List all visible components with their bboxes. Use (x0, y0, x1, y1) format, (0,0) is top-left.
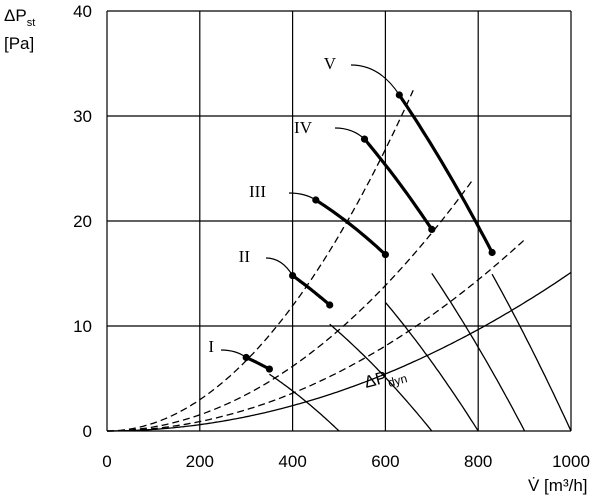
dynamic-pressure-label-sub: dyn (386, 371, 408, 390)
leader-line-II (265, 257, 294, 276)
system-curves (107, 90, 572, 432)
operating-point (381, 251, 389, 259)
y-tick-label: 10 (73, 317, 92, 336)
operating-point (428, 225, 436, 233)
curve-label-II: II (239, 247, 251, 266)
operating-segment-IV (362, 137, 434, 231)
x-tick-label: 800 (464, 452, 492, 471)
fan-curve-IV (431, 273, 526, 432)
x-tick-label: 200 (186, 452, 214, 471)
y-tick-label: 20 (73, 212, 92, 231)
leader-line-III (288, 192, 317, 201)
operating-point (265, 365, 273, 373)
grid (106, 10, 572, 432)
operating-point (488, 248, 496, 257)
operating-segment-III (314, 198, 387, 257)
y-axis-label-main: ΔP (4, 6, 27, 25)
y-tick-label: 30 (73, 107, 92, 126)
curve-label-I: I (208, 337, 214, 356)
fan-curve-III (384, 301, 479, 432)
leader-line-V (350, 64, 400, 96)
operating-segments (242, 91, 496, 373)
leader-line-IV (334, 127, 365, 140)
tick-labels: 0 200 400 600 800 1000 0 10 20 30 40 (73, 2, 590, 471)
fan-curve-V (491, 273, 572, 432)
operating-segment-I (244, 355, 271, 371)
y-axis-unit: [Pa] (4, 34, 34, 53)
curve-label-V: V (324, 54, 337, 73)
operating-point (326, 301, 334, 309)
x-tick-label: 600 (371, 452, 399, 471)
system-curve-1 (107, 90, 414, 432)
operating-segment-II (291, 274, 332, 307)
y-tick-label: 40 (73, 2, 92, 21)
system-curve-4 (107, 271, 572, 432)
fan-curve-II (329, 323, 433, 432)
leader-line-I (220, 349, 247, 358)
fan-curve-I (269, 373, 340, 432)
curve-label-III: III (249, 182, 266, 201)
x-tick-label: 0 (102, 452, 111, 471)
x-tick-label: 1000 (552, 452, 590, 471)
y-axis-label: ΔPst (4, 6, 35, 29)
curve-label-IV: IV (294, 118, 313, 137)
system-curve-2 (107, 178, 475, 432)
x-tick-label: 400 (278, 452, 306, 471)
system-curve-3 (107, 239, 526, 432)
y-axis-label-sub: st (27, 17, 36, 29)
y-tick-label: 0 (83, 422, 92, 441)
x-axis-label: V̇ [m³/h] (528, 476, 588, 495)
fan-curves (269, 273, 572, 432)
operating-segment-V (397, 93, 494, 255)
